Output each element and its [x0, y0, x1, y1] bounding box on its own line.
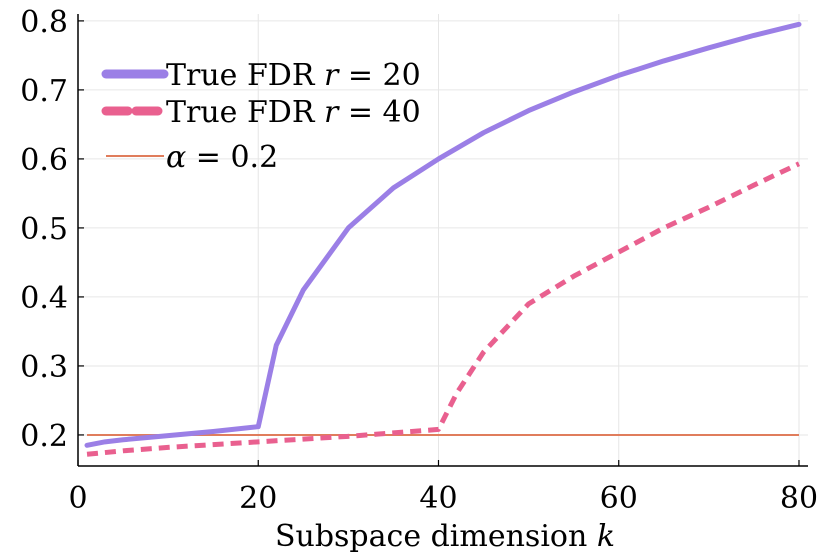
x-tick-label: 60: [600, 481, 638, 516]
legend-label-value: = 40: [338, 95, 420, 130]
x-axis-label: Subspace dimension k: [275, 519, 615, 554]
y-tick-label: 0.3: [20, 350, 68, 385]
legend-label: True FDR r = 40: [166, 95, 421, 130]
x-tick-label: 0: [68, 481, 87, 516]
y-tick-label: 0.4: [20, 281, 68, 316]
x-tick-label: 40: [419, 481, 457, 516]
x-tick-label: 20: [239, 481, 277, 516]
ticks: 0 20 40 60 80 0.2 0.3 0.4 0.5 0.6 0.7 0.8: [20, 5, 818, 516]
y-tick-label: 0.5: [20, 212, 68, 247]
legend-label-prefix: True FDR: [166, 58, 324, 93]
legend-label: True FDR r = 20: [166, 58, 421, 93]
series-line-2: [86, 161, 801, 457]
series-line-1: [84, 21, 802, 448]
legend-label-variable: r: [324, 95, 340, 130]
legend-label-prefix: True FDR: [166, 95, 324, 130]
y-tick-label: 0.2: [20, 419, 68, 454]
legend-label: α = 0.2: [166, 140, 278, 175]
x-tick-label: 80: [780, 481, 818, 516]
legend-label-value: = 20: [338, 58, 420, 93]
y-tick-label: 0.8: [20, 5, 68, 40]
series-layer: [84, 21, 802, 457]
legend-label-variable: α: [166, 140, 186, 175]
y-tick-label: 0.7: [20, 74, 68, 109]
legend-label-value: = 0.2: [186, 140, 278, 175]
legend-label-variable: r: [324, 58, 340, 93]
y-tick-label: 0.6: [20, 143, 68, 178]
